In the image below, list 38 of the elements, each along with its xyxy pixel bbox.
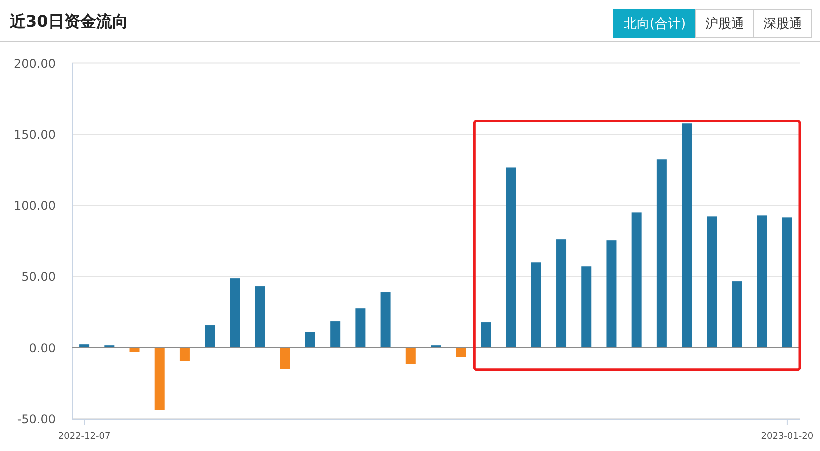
bar: [154, 348, 165, 410]
bar: [732, 282, 742, 348]
x-tick-label: 2023-01-20: [761, 432, 814, 442]
bar: [481, 322, 492, 348]
chart-title: 近30日资金流向: [9, 12, 128, 31]
bar: [582, 266, 592, 348]
bar: [255, 286, 266, 348]
text: 北向(合计): [624, 17, 686, 32]
y-tick-label: 50.00: [22, 270, 56, 284]
text: 沪股通: [706, 16, 744, 32]
bar: [506, 168, 516, 348]
y-tick-label: -50.00: [17, 412, 56, 426]
bar: [356, 308, 366, 348]
y-tick-label: 150.00: [14, 128, 56, 142]
bar: [330, 322, 341, 348]
bar: [606, 240, 617, 348]
bar: [531, 262, 542, 348]
bar: [305, 332, 316, 348]
bar: [632, 212, 642, 348]
bar: [782, 218, 792, 348]
bar: [707, 216, 718, 348]
bar: [682, 124, 692, 348]
y-tick-label: 100.00: [14, 199, 56, 214]
bar: [656, 160, 667, 348]
bar: [280, 348, 290, 370]
y-tick-label: 0.00: [29, 341, 56, 356]
bar: [757, 216, 768, 348]
x-tick-label: 2022-12-07: [58, 432, 111, 442]
bar: [456, 348, 466, 358]
y-tick-label: 200.00: [14, 56, 56, 71]
bar: [556, 240, 567, 348]
bar: [180, 348, 190, 362]
bar: [80, 344, 90, 348]
bar: [230, 278, 240, 348]
bar: [380, 292, 391, 348]
bar: [406, 348, 416, 364]
bar: [205, 326, 216, 348]
text: 深股通: [764, 17, 802, 32]
